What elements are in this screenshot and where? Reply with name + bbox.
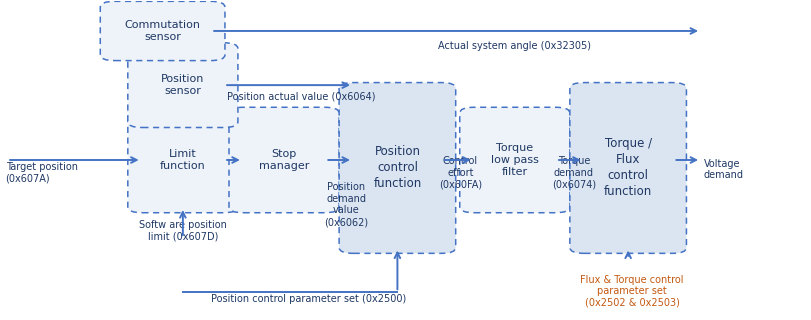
FancyBboxPatch shape (339, 83, 456, 253)
Text: Torque
demand
(0x6074): Torque demand (0x6074) (551, 156, 596, 189)
Text: Stop
manager: Stop manager (259, 149, 309, 171)
Text: Position
control
function: Position control function (373, 146, 422, 190)
FancyBboxPatch shape (460, 107, 570, 213)
FancyBboxPatch shape (229, 107, 339, 213)
Text: Position control parameter set (0x2500): Position control parameter set (0x2500) (211, 293, 406, 304)
FancyBboxPatch shape (570, 83, 686, 253)
FancyBboxPatch shape (128, 43, 238, 127)
Text: Softw are position
limit (0x607D): Softw are position limit (0x607D) (139, 220, 227, 241)
Text: Flux & Torque control
parameter set
(0x2502 & 0x2503): Flux & Torque control parameter set (0x2… (581, 275, 684, 308)
Text: Control
effort
(0x60FA): Control effort (0x60FA) (439, 156, 482, 189)
Text: Position actual value (0x6064): Position actual value (0x6064) (227, 91, 375, 101)
Text: Torque
low pass
filter: Torque low pass filter (491, 143, 539, 177)
Text: Actual system angle (0x32305): Actual system angle (0x32305) (438, 41, 591, 51)
Text: Commutation
sensor: Commutation sensor (125, 20, 200, 42)
FancyBboxPatch shape (101, 1, 225, 60)
FancyBboxPatch shape (128, 107, 238, 213)
Text: Torque /
Flux
control
function: Torque / Flux control function (604, 138, 652, 198)
Text: Target position
(0x607A): Target position (0x607A) (6, 162, 78, 184)
Text: Limit
function: Limit function (160, 149, 206, 171)
Text: Voltage
demand: Voltage demand (703, 159, 744, 180)
Text: Position
sensor: Position sensor (161, 74, 204, 96)
Text: Position
demand
value
(0x6062): Position demand value (0x6062) (324, 182, 368, 227)
